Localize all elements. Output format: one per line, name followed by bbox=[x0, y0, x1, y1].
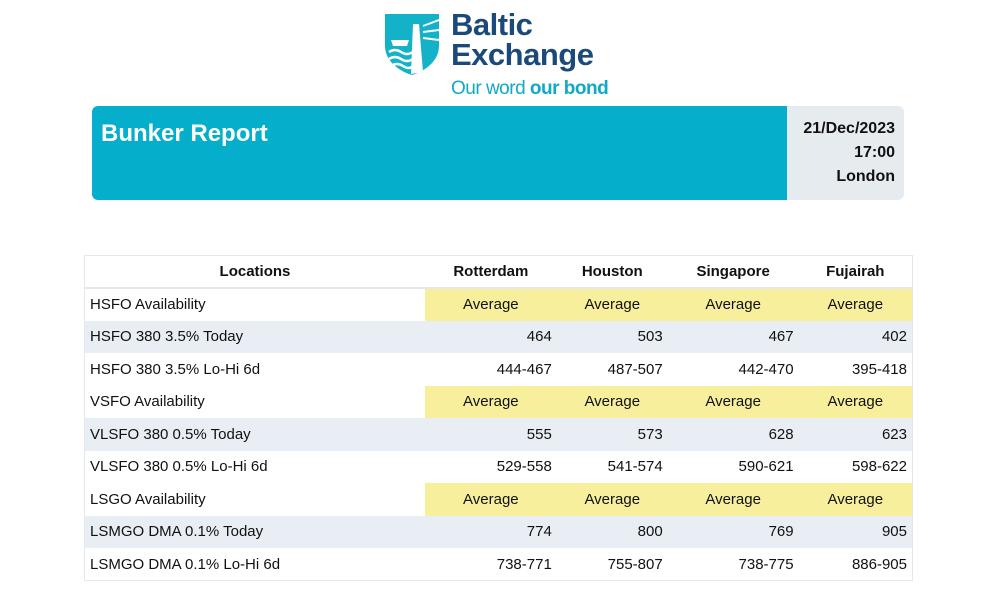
table-row: VSFO Availability Average Average Average Av… bbox=[85, 385, 913, 418]
brand-line-1: Baltic bbox=[451, 7, 533, 42]
price-cell: Average bbox=[798, 483, 913, 516]
row-label: HSFO 380 3.5% Lo-Hi 6d bbox=[90, 360, 261, 378]
price-cell: 755-807 bbox=[607, 555, 663, 573]
price-cell: 598-622 bbox=[851, 458, 907, 476]
price-cell: 590-621 bbox=[738, 458, 794, 476]
table-row: HSFO 380 3.5% Lo-Hi 6d 444-467 487-507 442-… bbox=[85, 353, 913, 386]
price-cell: Average bbox=[424, 483, 557, 516]
row-label: VLSFO 380 0.5% Today bbox=[84, 418, 425, 451]
report-date: 21/Dec/2023 bbox=[803, 120, 895, 137]
tagline: Our word our bond bbox=[451, 78, 609, 99]
price-cell: 774 bbox=[424, 515, 557, 548]
price-cell: Average bbox=[424, 385, 557, 418]
price-cell: 800 bbox=[556, 515, 668, 548]
table-row: VLSFO 380 0.5% Lo-Hi 6d 529-558 541-574 590… bbox=[85, 451, 913, 484]
row-label: HSFO Availability bbox=[90, 296, 206, 314]
price-cell: 623 bbox=[798, 418, 913, 451]
column-header: Houston bbox=[556, 255, 668, 289]
report-banner: Bunker Report 21/Dec/2023 17:00 London bbox=[92, 106, 904, 200]
price-cell: Average bbox=[556, 385, 668, 418]
column-header: Singapore bbox=[667, 255, 799, 289]
price-cell: 628 bbox=[667, 418, 799, 451]
row-label: VLSFO 380 0.5% Lo-Hi 6d bbox=[90, 458, 268, 476]
table-header-row: Locations Rotterdam Houston Singapore Fujair… bbox=[84, 255, 913, 289]
price-cell: 487-507 bbox=[607, 360, 663, 378]
row-label: VSFO Availability bbox=[90, 393, 205, 411]
price-cell: 573 bbox=[556, 418, 668, 451]
price-cell: 402 bbox=[798, 320, 913, 353]
brand-line-2: Exchange bbox=[451, 37, 594, 72]
price-cell: Average bbox=[798, 288, 913, 321]
price-cell: Average bbox=[424, 288, 557, 321]
row-label: LSMGO DMA 0.1% Today bbox=[84, 515, 425, 548]
price-cell: Average bbox=[556, 288, 668, 321]
price-cell: 529-558 bbox=[496, 458, 552, 476]
price-cell: 555 bbox=[424, 418, 557, 451]
price-cell: Average bbox=[667, 288, 799, 321]
table-row: HSFO Availability Average Average Average Av… bbox=[85, 288, 913, 321]
price-cell: 738-775 bbox=[738, 555, 794, 573]
price-cell: 769 bbox=[667, 515, 799, 548]
price-cell: 905 bbox=[798, 515, 913, 548]
price-cell: Average bbox=[667, 483, 799, 516]
price-cell: 464 bbox=[424, 320, 557, 353]
column-header: Fujairah bbox=[798, 255, 913, 289]
table-row: HSFO 380 3.5% Today 464 503 467 402 bbox=[84, 320, 913, 353]
price-cell: 503 bbox=[556, 320, 668, 353]
bunker-prices-table: Locations Rotterdam Houston Singapore Fujair… bbox=[84, 255, 913, 581]
price-cell: 444-467 bbox=[496, 360, 552, 378]
price-cell: Average bbox=[798, 385, 913, 418]
row-label: LSGO Availability bbox=[90, 490, 206, 508]
table-row: LSMGO DMA 0.1% Lo-Hi 6d 738-771 755-807 738… bbox=[85, 548, 913, 581]
price-cell: Average bbox=[667, 385, 799, 418]
row-label: HSFO 380 3.5% Today bbox=[84, 320, 425, 353]
price-cell: 738-771 bbox=[496, 555, 552, 573]
report-location: London bbox=[836, 168, 895, 185]
table-row: LSGO Availability Average Average Average Av… bbox=[85, 483, 913, 516]
price-cell: Average bbox=[556, 483, 668, 516]
baltic-exchange-logo: Baltic Exchange Our word our bond bbox=[383, 7, 623, 100]
table-row: VLSFO 380 0.5% Today 555 573 628 623 bbox=[84, 418, 913, 451]
column-header: Locations bbox=[84, 255, 425, 289]
price-cell: 541-574 bbox=[607, 458, 663, 476]
row-label: LSMGO DMA 0.1% Lo-Hi 6d bbox=[90, 555, 281, 573]
price-cell: 467 bbox=[667, 320, 799, 353]
price-cell: 395-418 bbox=[851, 360, 907, 378]
shield-lighthouse-icon bbox=[385, 14, 440, 75]
price-cell: 442-470 bbox=[738, 360, 794, 378]
report-time: 17:00 bbox=[854, 144, 895, 161]
price-cell: 886-905 bbox=[851, 555, 907, 573]
report-title: Bunker Report bbox=[92, 106, 787, 200]
table-row: LSMGO DMA 0.1% Today 774 800 769 905 bbox=[84, 515, 913, 548]
column-header: Rotterdam bbox=[424, 255, 557, 289]
